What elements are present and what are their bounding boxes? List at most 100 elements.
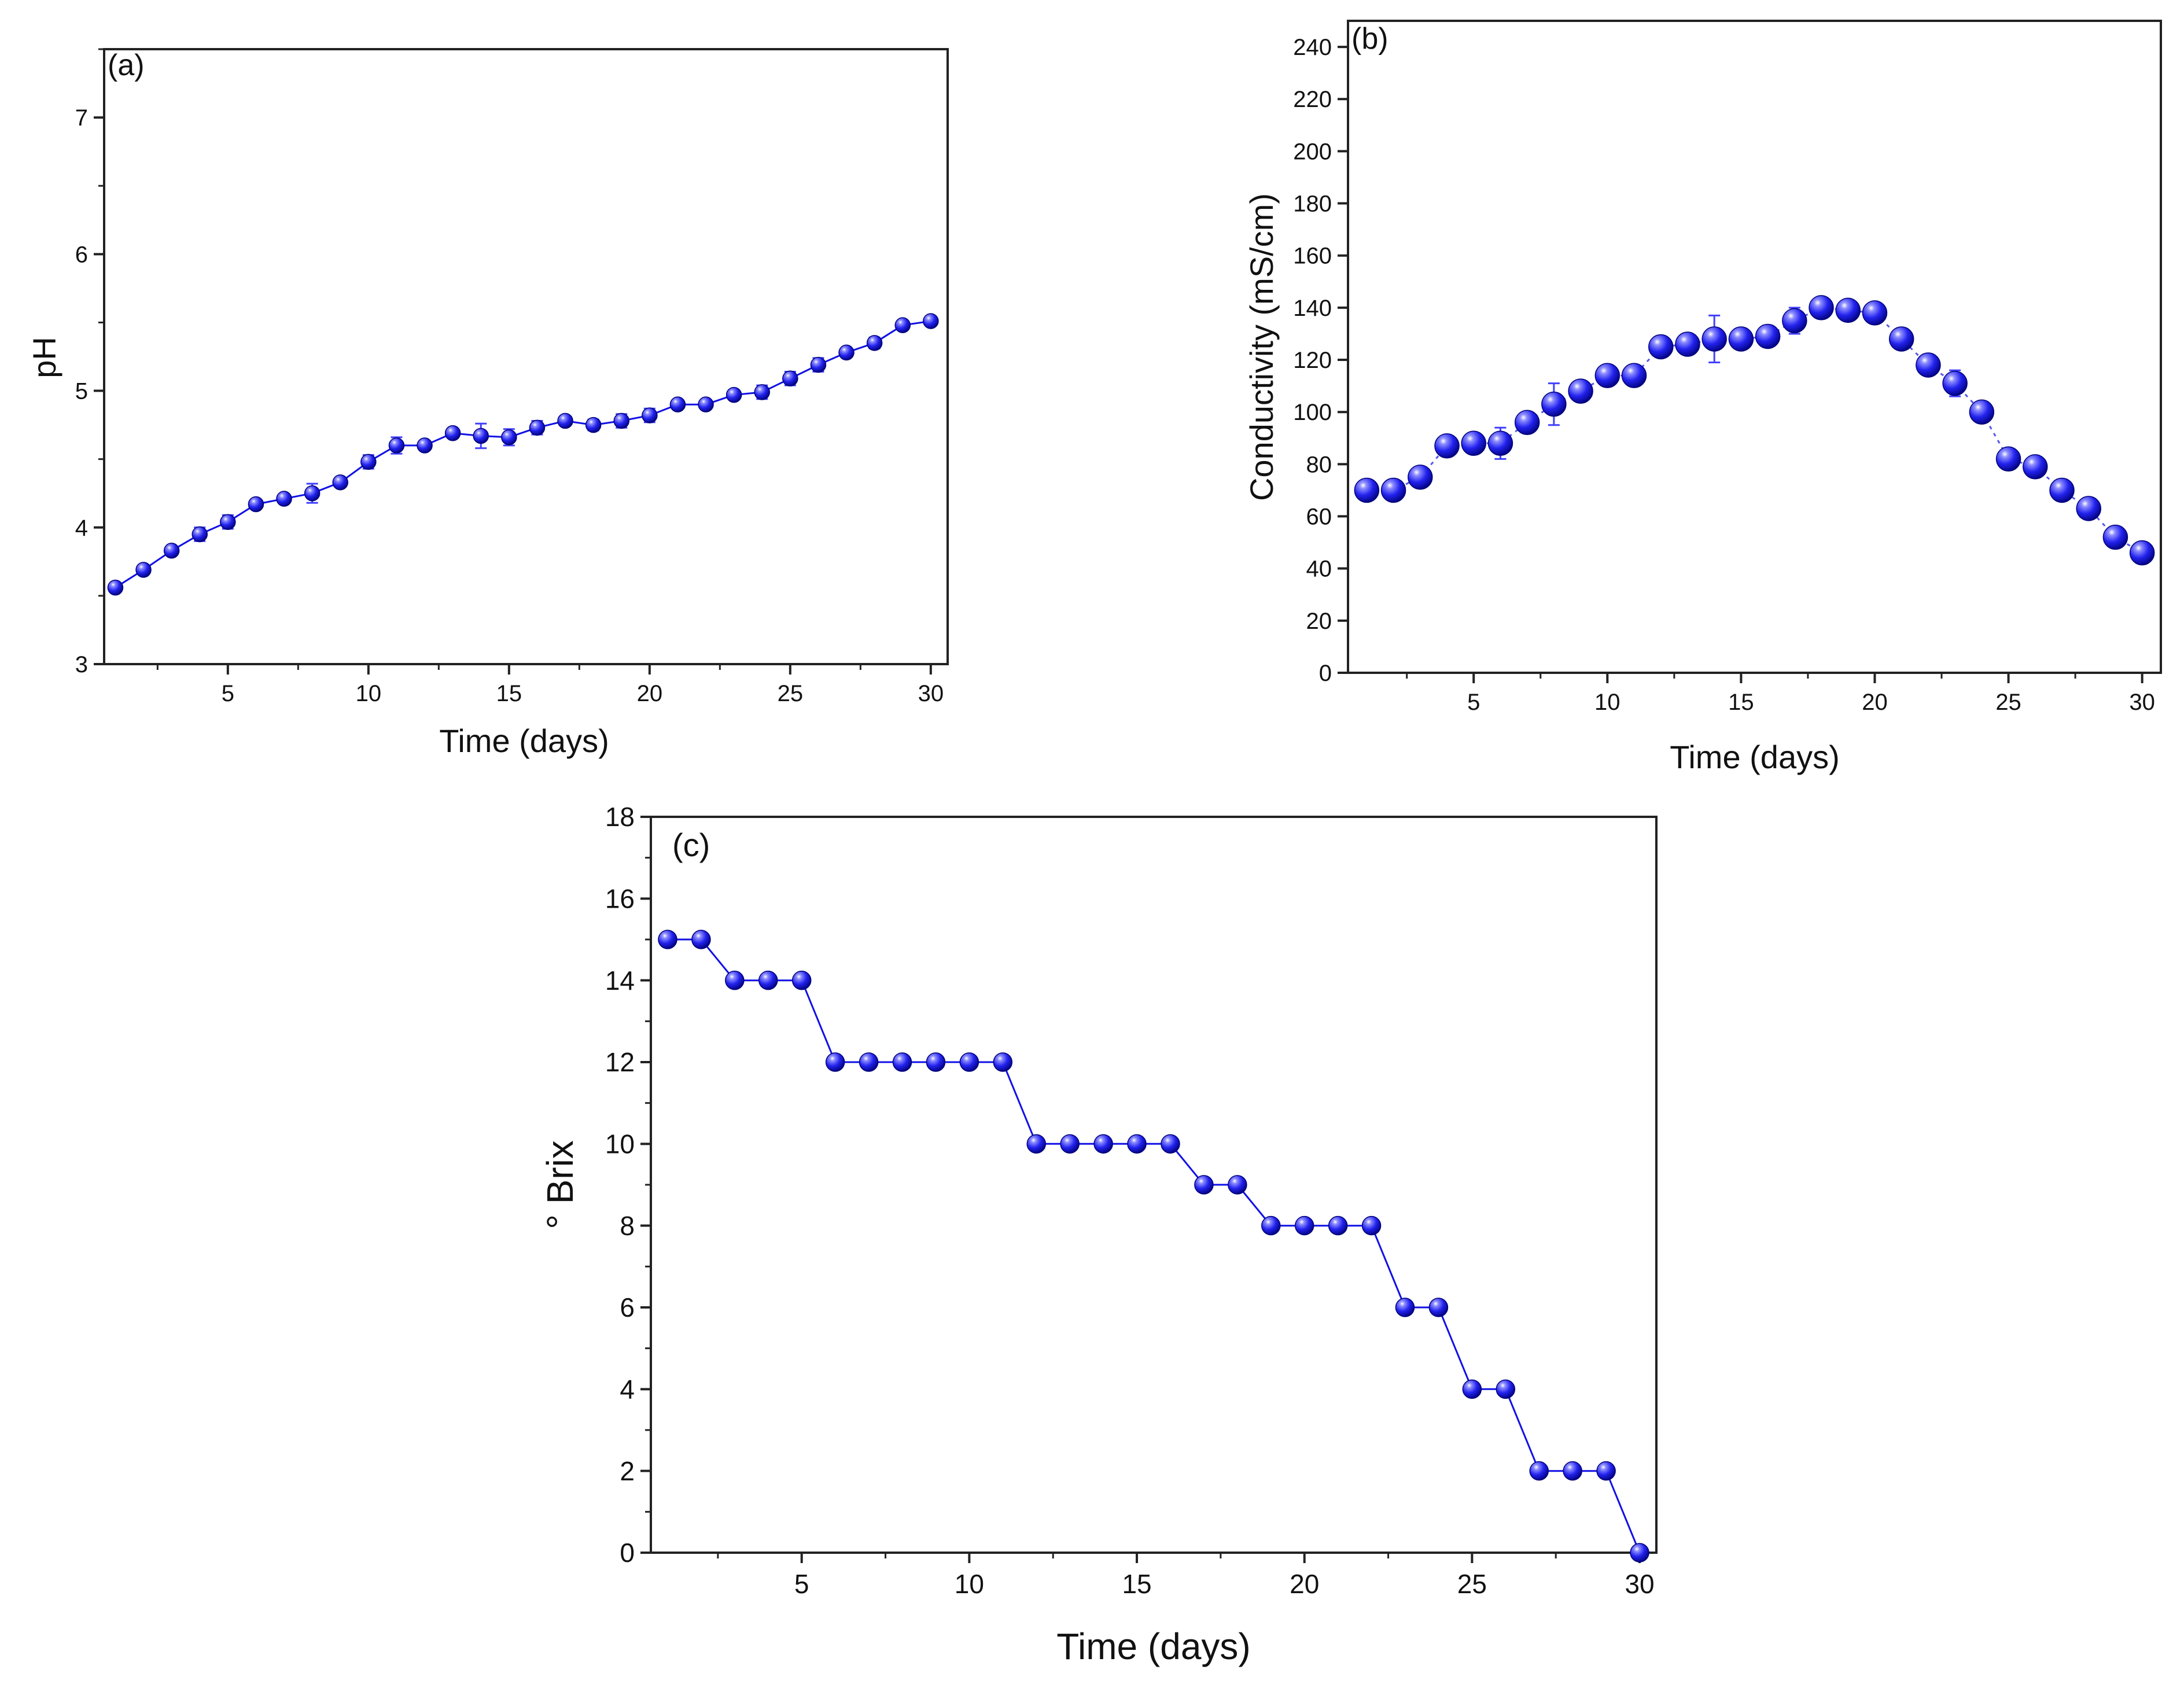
x-tick-label-ph: 5 <box>222 681 234 706</box>
data-point-brix <box>993 1052 1013 1072</box>
x-tick-label-ph: 15 <box>496 681 522 706</box>
x-tick-label-conductivity: 30 <box>2129 690 2155 715</box>
ph-points <box>107 313 939 596</box>
axis-ticks-brix: 5 10 15 20 25 30 0 2 4 6 8 10 12 14 16 18 <box>605 802 1655 1599</box>
data-point-ph <box>585 417 602 433</box>
plot-frame-brix <box>650 816 1658 1554</box>
data-point-ph <box>669 396 686 412</box>
data-point-conductivity <box>1461 430 1486 456</box>
x-tick-label-brix: 20 <box>1290 1569 1319 1599</box>
data-point-conductivity <box>1942 370 1968 396</box>
x-tick-label-brix: 25 <box>1457 1569 1487 1599</box>
data-point-conductivity <box>1380 477 1406 503</box>
plot-frame-ph <box>103 48 949 665</box>
data-point-ph <box>923 313 939 329</box>
data-point-ph <box>248 496 264 513</box>
data-point-conductivity <box>2076 496 2101 521</box>
y-tick-label-conductivity: 80 <box>1306 452 1332 477</box>
data-point-conductivity <box>1434 433 1460 459</box>
y-tick-label-ph: 5 <box>75 379 88 404</box>
data-point-ph <box>360 454 377 470</box>
conductivity-points <box>1354 295 2155 566</box>
y-tick-label-brix: 12 <box>605 1047 635 1077</box>
ph-series-line <box>115 320 931 588</box>
x-tick-label-ph: 20 <box>637 681 663 706</box>
data-point-ph <box>613 412 629 429</box>
data-point-conductivity <box>1701 326 1727 352</box>
data-point-brix <box>1596 1461 1616 1481</box>
x-tick-label-conductivity: 10 <box>1594 690 1620 715</box>
plot-frame-conductivity <box>1347 20 2162 674</box>
data-point-ph <box>529 419 546 436</box>
data-point-ph <box>388 437 405 454</box>
data-point-brix <box>1060 1134 1080 1154</box>
data-point-brix <box>1428 1298 1449 1317</box>
y-tick-label-conductivity: 220 <box>1293 87 1332 112</box>
data-point-brix <box>1093 1134 1113 1154</box>
y-axis-label-conductivity: Conductivity (mS/cm) <box>1243 193 1280 501</box>
data-point-brix <box>1194 1175 1214 1195</box>
data-point-brix <box>791 970 812 990</box>
y-tick-label-conductivity: 120 <box>1293 348 1332 373</box>
data-point-ph <box>725 386 742 403</box>
y-tick-label-brix: 2 <box>620 1456 635 1486</box>
data-point-ph <box>417 437 433 454</box>
data-point-brix <box>926 1052 946 1072</box>
data-point-conductivity <box>1541 391 1567 417</box>
x-axis-label-ph: Time (days) <box>439 723 609 759</box>
x-tick-label-conductivity: 25 <box>1995 690 2021 715</box>
data-point-brix <box>1361 1215 1382 1236</box>
x-tick-label-conductivity: 5 <box>1467 690 1480 715</box>
data-point-brix <box>1496 1379 1516 1399</box>
y-tick-label-conductivity: 40 <box>1306 557 1332 582</box>
y-tick-label-brix: 14 <box>605 966 635 996</box>
data-point-brix <box>859 1052 879 1072</box>
data-point-brix <box>1161 1134 1180 1154</box>
y-axis-label-ph: pH <box>26 337 62 378</box>
data-point-ph <box>444 425 461 441</box>
x-tick-label-brix: 15 <box>1122 1569 1151 1599</box>
data-point-conductivity <box>1408 465 1433 490</box>
data-point-brix <box>691 930 711 949</box>
data-point-conductivity <box>1782 308 1807 334</box>
data-point-brix <box>1127 1134 1147 1154</box>
y-tick-label-brix: 6 <box>620 1292 635 1322</box>
ph-error-bars <box>109 317 937 591</box>
data-point-ph <box>220 514 236 530</box>
data-point-brix <box>758 970 778 990</box>
x-axis-label-conductivity: Time (days) <box>1670 739 1840 775</box>
data-point-brix <box>1462 1379 1482 1399</box>
data-point-brix <box>725 970 745 990</box>
y-tick-label-brix: 8 <box>620 1211 635 1241</box>
data-point-ph <box>810 356 827 373</box>
y-tick-label-conductivity: 160 <box>1293 244 1332 269</box>
y-tick-label-conductivity: 200 <box>1293 139 1332 164</box>
data-point-ph <box>866 335 883 351</box>
y-tick-label-brix: 0 <box>620 1538 635 1568</box>
y-tick-label-ph: 7 <box>75 105 88 131</box>
y-tick-label-conductivity: 140 <box>1293 296 1332 321</box>
x-tick-label-brix: 5 <box>794 1569 809 1599</box>
data-point-ph <box>473 428 489 444</box>
data-point-conductivity <box>2102 524 2128 550</box>
y-tick-label-brix: 4 <box>620 1374 635 1404</box>
panel-label-a: (a) <box>108 49 145 82</box>
y-tick-label-conductivity: 240 <box>1293 35 1332 60</box>
data-point-brix <box>1563 1461 1582 1481</box>
panel-label-b: (b) <box>1351 22 1389 56</box>
data-point-ph <box>501 429 517 445</box>
data-point-ph <box>332 474 348 491</box>
data-point-brix <box>1294 1215 1314 1236</box>
data-point-ph <box>698 396 714 412</box>
brix-series-line <box>668 938 1641 1553</box>
axis-ticks-conductivity: 5 10 15 20 25 30 0 20 40 60 80 100 120 140 160 180 200 22… <box>1293 35 2155 715</box>
data-point-conductivity <box>2023 454 2048 480</box>
data-point-brix <box>658 930 677 949</box>
data-point-conductivity <box>2049 477 2075 503</box>
x-tick-label-ph: 10 <box>356 681 382 706</box>
data-point-brix <box>1261 1215 1281 1236</box>
x-axis-label-brix: Time (days) <box>1056 1626 1250 1667</box>
data-point-conductivity <box>1675 331 1700 357</box>
data-point-ph <box>894 317 911 333</box>
y-tick-label-conductivity: 100 <box>1293 400 1332 425</box>
